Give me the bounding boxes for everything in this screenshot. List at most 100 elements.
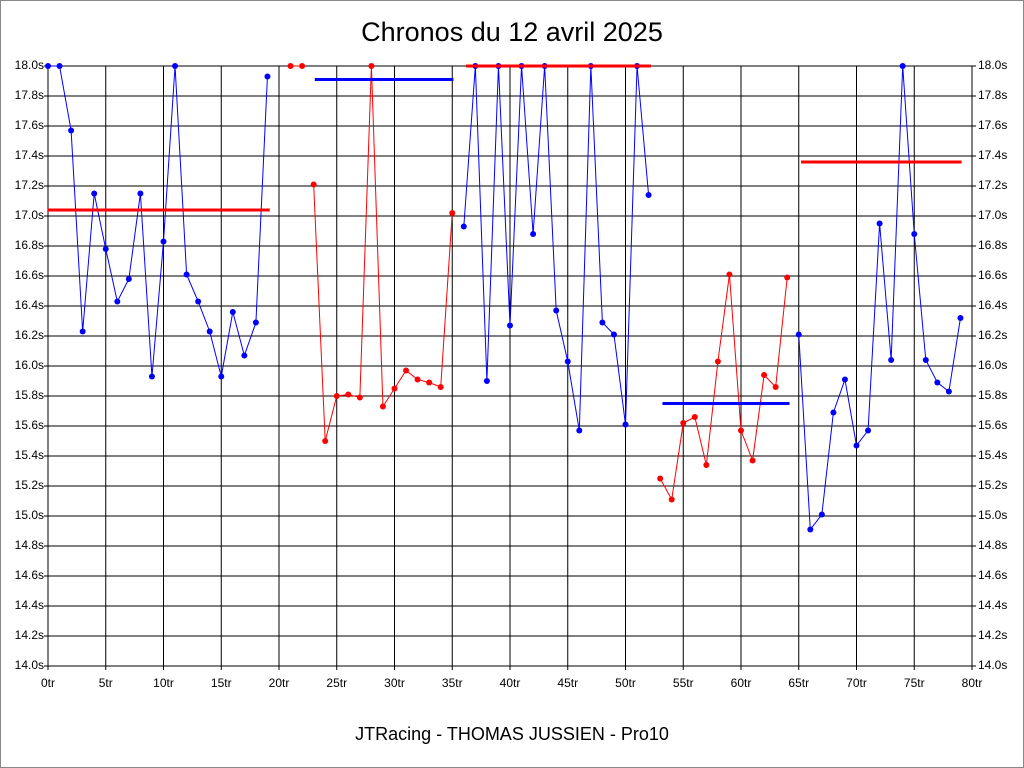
y2-tick-label: 16.0s bbox=[978, 358, 1007, 372]
x-tick-label: 30tr bbox=[384, 676, 405, 690]
series-line bbox=[48, 65, 268, 377]
data-point bbox=[818, 511, 825, 518]
x-tick-label: 15tr bbox=[211, 676, 232, 690]
data-point bbox=[125, 276, 132, 282]
data-point bbox=[356, 394, 363, 401]
y-tick-label: 17.8s bbox=[15, 88, 44, 102]
y2-tick-label: 14.2s bbox=[978, 628, 1007, 642]
data-point bbox=[483, 378, 490, 384]
data-point bbox=[530, 231, 537, 237]
data-point bbox=[206, 328, 213, 335]
data-point bbox=[888, 357, 895, 363]
y-tick-label: 18.0s bbox=[15, 58, 44, 72]
chart-subtitle: JTRacing - THOMAS JUSSIEN - Pro10 bbox=[355, 724, 669, 744]
data-point bbox=[934, 379, 941, 386]
x-tick-label: 70tr bbox=[846, 676, 867, 690]
data-point bbox=[322, 438, 329, 444]
x-tick-label: 45tr bbox=[557, 676, 578, 690]
y2-tick-label: 14.8s bbox=[978, 538, 1007, 552]
data-point bbox=[622, 421, 629, 428]
data-point bbox=[564, 358, 571, 365]
data-point bbox=[576, 427, 583, 434]
data-point bbox=[287, 63, 294, 69]
data-point bbox=[830, 409, 837, 416]
y-tick-label: 17.2s bbox=[15, 178, 44, 192]
data-point bbox=[91, 190, 98, 197]
data-point bbox=[172, 63, 179, 69]
data-point bbox=[680, 420, 687, 426]
data-point bbox=[714, 358, 721, 365]
data-point bbox=[345, 391, 352, 398]
y2-tick-label: 17.2s bbox=[978, 178, 1007, 192]
data-point bbox=[218, 373, 225, 380]
data-point bbox=[772, 384, 779, 390]
y2-tick-label: 16.4s bbox=[978, 298, 1007, 312]
x-tick-label: 40tr bbox=[500, 676, 521, 690]
y2-tick-label: 15.4s bbox=[978, 448, 1007, 462]
x-tick-label: 5tr bbox=[99, 676, 113, 690]
y2-tick-label: 14.6s bbox=[978, 568, 1007, 582]
data-point bbox=[460, 223, 467, 230]
x-tick-label: 80tr bbox=[962, 676, 983, 690]
data-point bbox=[264, 73, 271, 80]
data-point bbox=[183, 271, 190, 278]
data-point bbox=[379, 403, 386, 410]
data-point bbox=[853, 442, 860, 449]
data-point bbox=[414, 376, 421, 383]
data-point bbox=[252, 319, 259, 326]
data-point bbox=[911, 231, 918, 237]
y-tick-label: 16.2s bbox=[15, 328, 44, 342]
data-point bbox=[668, 496, 675, 503]
data-point bbox=[102, 246, 109, 252]
y-tick-label: 14.0s bbox=[15, 658, 44, 672]
data-point bbox=[761, 372, 768, 378]
data-point bbox=[784, 274, 791, 281]
y-tick-label: 14.8s bbox=[15, 538, 44, 552]
data-point bbox=[841, 376, 848, 383]
y2-tick-label: 15.8s bbox=[978, 388, 1007, 402]
data-point bbox=[114, 298, 121, 305]
y-tick-label: 15.6s bbox=[15, 418, 44, 432]
data-point bbox=[738, 427, 744, 434]
data-point bbox=[391, 385, 398, 392]
y-tick-label: 15.0s bbox=[15, 508, 44, 522]
x-tick-label: 55tr bbox=[673, 676, 694, 690]
y2-tick-label: 15.2s bbox=[978, 478, 1007, 492]
data-point bbox=[922, 357, 929, 363]
y2-tick-label: 16.2s bbox=[978, 328, 1007, 342]
data-point bbox=[749, 457, 756, 464]
data-point bbox=[45, 63, 51, 69]
data-point bbox=[403, 367, 410, 374]
y-tick-label: 16.8s bbox=[15, 238, 44, 252]
data-point bbox=[865, 427, 872, 434]
data-point bbox=[795, 331, 802, 338]
data-point bbox=[148, 373, 155, 380]
y2-tick-label: 15.6s bbox=[978, 418, 1007, 432]
y2-tick-label: 14.0s bbox=[978, 658, 1007, 672]
data-point bbox=[426, 379, 433, 386]
y2-tick-label: 18.0s bbox=[978, 58, 1007, 72]
y-tick-label: 16.0s bbox=[15, 358, 44, 372]
data-point bbox=[599, 319, 606, 326]
y2-tick-label: 16.8s bbox=[978, 238, 1007, 252]
data-point bbox=[160, 238, 167, 245]
data-point bbox=[195, 298, 202, 305]
data-point bbox=[691, 414, 698, 420]
data-point bbox=[310, 181, 317, 188]
y-tick-label: 17.6s bbox=[15, 118, 44, 132]
x-tick-label: 0tr bbox=[41, 676, 55, 690]
y2-tick-label: 15.0s bbox=[978, 508, 1007, 522]
data-point bbox=[507, 322, 513, 329]
data-point bbox=[79, 328, 86, 335]
data-point bbox=[553, 307, 560, 314]
chart-title: Chronos du 12 avril 2025 bbox=[361, 17, 663, 47]
data-point bbox=[876, 220, 883, 227]
data-point bbox=[645, 192, 652, 198]
data-point bbox=[945, 388, 952, 395]
y2-tick-label: 14.4s bbox=[978, 598, 1007, 612]
x-tick-label: 75tr bbox=[904, 676, 925, 690]
x-tick-label: 20tr bbox=[269, 676, 290, 690]
data-point bbox=[657, 475, 664, 482]
data-point bbox=[137, 190, 144, 197]
